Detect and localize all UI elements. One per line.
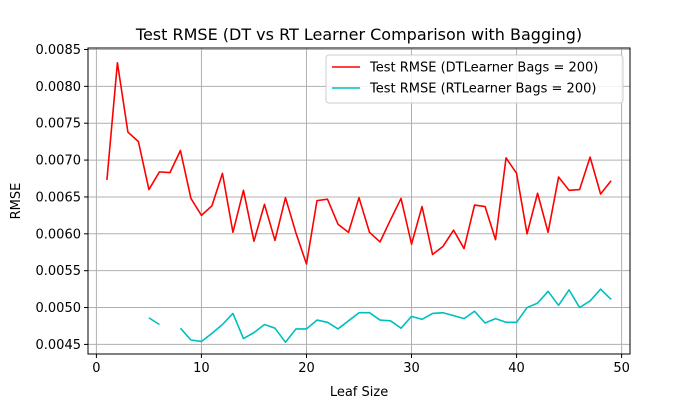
legend-label-dtlearner: Test RMSE (DTLearner Bags = 200) (369, 61, 598, 76)
x-tick-label: 20 (298, 361, 315, 376)
axis-ticks: 0 10 20 30 40 50 0.0045 0.0050 0.0055 0.0060 0.006… (36, 43, 630, 376)
x-tick-label: 10 (193, 361, 210, 376)
y-tick-label: 0.0070 (36, 154, 82, 169)
legend: Test RMSE (DTLearner Bags = 200) Test RM… (325, 54, 624, 104)
y-tick-label: 0.0060 (36, 227, 82, 242)
y-axis-label: RMSE (9, 183, 24, 220)
legend-box (325, 54, 624, 104)
axes-frame (87, 47, 631, 355)
y-tick-label: 0.0050 (36, 301, 82, 316)
x-tick-label: 0 (92, 361, 100, 376)
legend-label-rtlearner: Test RMSE (RTLearner Bags = 200) (369, 82, 596, 97)
y-tick-label: 0.0075 (36, 117, 82, 132)
series-line-dtlearner (106, 61, 612, 265)
x-tick-label: 40 (508, 361, 525, 376)
y-tick-label: 0.0055 (36, 264, 82, 279)
series-line-rtlearner (148, 288, 612, 343)
x-axis-label: Leaf Size (330, 385, 388, 400)
y-tick-label: 0.0045 (36, 338, 82, 353)
y-tick-label: 0.0065 (36, 190, 82, 205)
y-tick-label: 0.0085 (36, 43, 82, 58)
y-tick-label: 0.0080 (36, 80, 82, 95)
x-tick-label: 50 (613, 361, 630, 376)
chart-title: Test RMSE (DT vs RT Learner Comparison w… (135, 25, 582, 44)
x-tick-label: 30 (403, 361, 420, 376)
series-lines (106, 61, 612, 343)
